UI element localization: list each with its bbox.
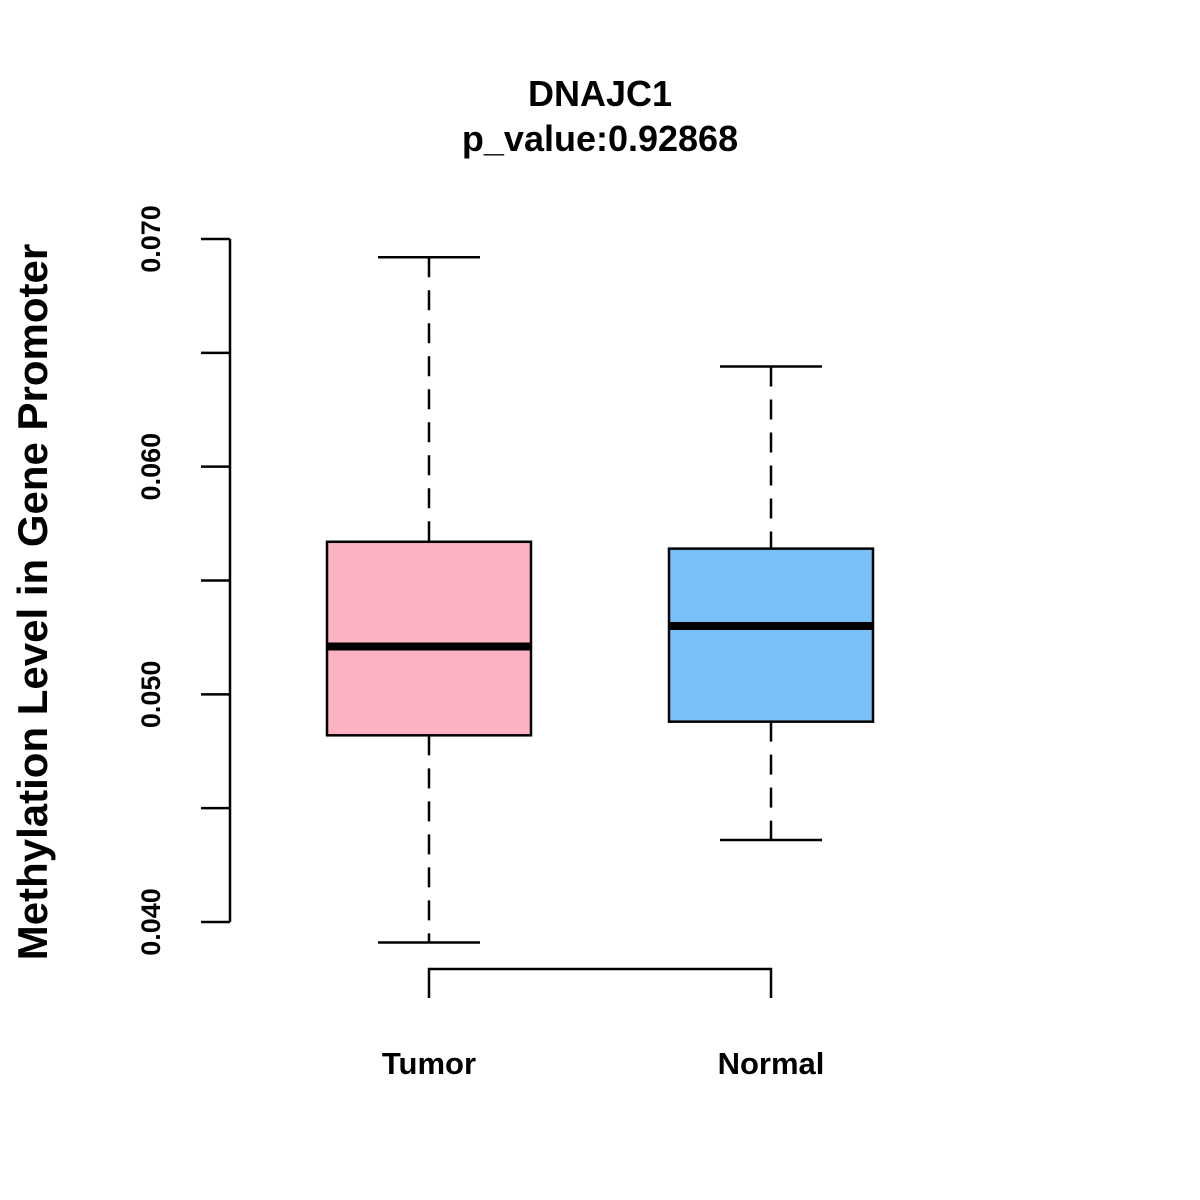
bracket-line [427, 967, 773, 998]
chart-subtitle: p_value:0.92868 [462, 118, 738, 159]
y-axis: 0.040 0.050 0.060 0.070 [136, 205, 232, 956]
category-label-tumor: Tumor [382, 1046, 476, 1081]
box-normal [667, 365, 875, 842]
box-group [325, 255, 875, 944]
iqr-box [667, 547, 875, 723]
y-tick-label: 0.060 [136, 433, 166, 501]
y-axis-label: Methylation Level in Gene Promoter [9, 244, 56, 960]
y-tick-label: 0.070 [136, 205, 166, 273]
comparison-bracket [427, 967, 773, 998]
iqr-box [325, 540, 533, 737]
category-labels: Tumor Normal [382, 1046, 824, 1081]
box-tumor [325, 255, 533, 944]
category-label-normal: Normal [718, 1046, 825, 1081]
y-tick-label: 0.050 [136, 661, 166, 729]
chart-title: DNAJC1 [528, 73, 672, 114]
y-tick-label: 0.040 [136, 888, 166, 956]
